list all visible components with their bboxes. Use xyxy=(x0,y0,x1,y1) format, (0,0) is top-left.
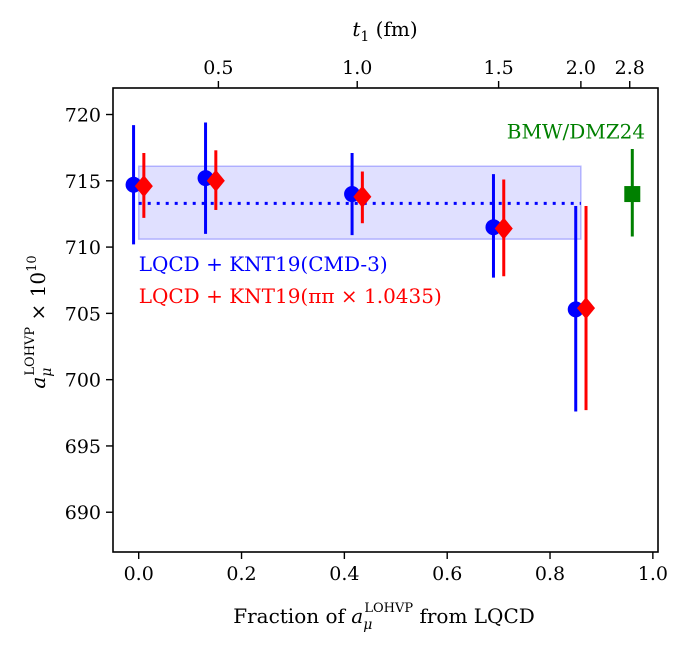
data-point-diamond xyxy=(494,217,513,240)
y-tick-label: 720 xyxy=(65,105,101,127)
plot-frame xyxy=(112,87,659,553)
data-point-diamond xyxy=(353,185,372,208)
series-square xyxy=(624,148,641,237)
top-tick-label: 0.5 xyxy=(203,57,233,79)
marks-layer xyxy=(125,122,641,412)
top-tick-label: 2.8 xyxy=(615,57,645,79)
legend-label-2: LQCD + KNT19(ππ × 1.0435) xyxy=(139,284,442,308)
y-axis-title: aμLOHVP × 1010 xyxy=(23,255,55,388)
y-tick-label: 700 xyxy=(65,370,101,392)
x-axis-title: Fraction of aμLOHVP from LQCD xyxy=(233,601,535,633)
top-tick-label: 1.5 xyxy=(484,57,514,79)
x-tick-label: 0.0 xyxy=(124,563,154,585)
x-tick-label: 1.0 xyxy=(638,563,668,585)
top-tick-label: 1.0 xyxy=(342,57,372,79)
y-tick-label: 705 xyxy=(65,303,101,325)
x-tick-label: 0.8 xyxy=(535,563,565,585)
y-tick-label: 690 xyxy=(65,502,101,524)
x-tick-label: 0.6 xyxy=(432,563,462,585)
series-diamond xyxy=(134,150,596,411)
y-tick-label: 715 xyxy=(65,171,101,193)
data-point-diamond xyxy=(206,169,225,192)
top-axis-title: t1 (fm) xyxy=(352,17,417,45)
y-tick-label: 710 xyxy=(65,237,101,259)
data-point-diamond xyxy=(576,297,596,320)
x-tick-label: 0.2 xyxy=(226,563,256,585)
x-tick-label: 0.4 xyxy=(329,563,359,585)
legend-layer: LQCD + KNT19(CMD-3) LQCD + KNT19(ππ × 1.0… xyxy=(139,119,645,307)
data-point-square xyxy=(624,186,641,203)
top-tick-label: 2.0 xyxy=(566,57,596,79)
ticks-layer: 0.0 0.2 0.4 0.6 0.8 1.0 690 695 700 705 710 715 720 0… xyxy=(65,57,668,585)
legend-label-1: LQCD + KNT19(CMD-3) xyxy=(139,252,388,276)
y-tick-label: 695 xyxy=(65,436,101,458)
data-point-diamond xyxy=(134,175,153,198)
legend-label-3: BMW/DMZ24 xyxy=(507,119,645,143)
